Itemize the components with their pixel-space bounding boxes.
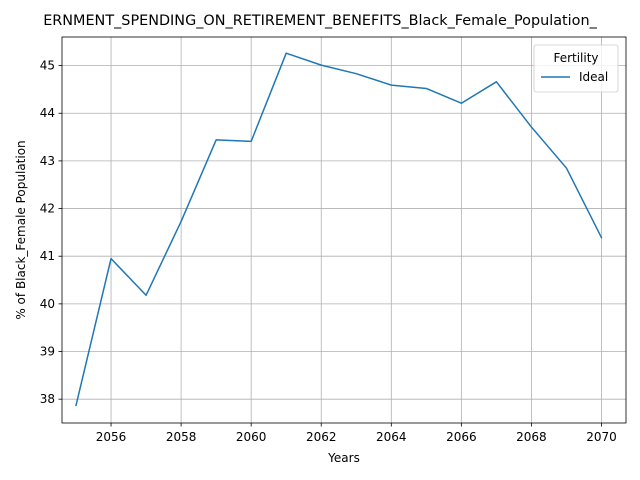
y-tick-label: 39	[40, 345, 55, 359]
legend-title: Fertility	[553, 51, 598, 65]
y-tick-label: 38	[40, 392, 55, 406]
x-axis-label: Years	[327, 451, 360, 465]
series-line-ideal	[75, 52, 603, 407]
y-tick-label: 44	[40, 106, 55, 120]
y-tick-label: 41	[40, 249, 55, 263]
y-axis-ticks: 38 39 40 41 42 43 44 45	[40, 59, 62, 406]
y-tick-label: 40	[40, 297, 55, 311]
legend: Fertility Ideal	[533, 44, 619, 93]
legend-label-ideal: Ideal	[579, 70, 608, 84]
plot-frame	[61, 36, 627, 424]
x-tick-label: 2058	[166, 430, 197, 444]
chart-title: ERNMENT_SPENDING_ON_RETIREMENT_BENEFITS_…	[43, 13, 597, 29]
x-tick-label: 2064	[376, 430, 407, 444]
x-tick-label: 2068	[516, 430, 547, 444]
x-tick-label: 2062	[306, 430, 337, 444]
series-layer	[75, 52, 603, 407]
grid	[62, 37, 626, 423]
y-tick-label: 45	[40, 59, 55, 73]
y-tick-label: 43	[40, 154, 55, 168]
y-tick-label: 42	[40, 202, 55, 216]
legend-box	[533, 44, 619, 93]
x-tick-label: 2070	[586, 430, 617, 444]
x-tick-label: 2066	[446, 430, 477, 444]
x-tick-label: 2060	[236, 430, 267, 444]
x-tick-label: 2056	[96, 430, 127, 444]
x-axis-ticks: 2056 2058 2060 2062 2064 2066 2068 2070	[96, 423, 617, 444]
y-axis-label: % of Black_Female Population	[14, 140, 28, 319]
